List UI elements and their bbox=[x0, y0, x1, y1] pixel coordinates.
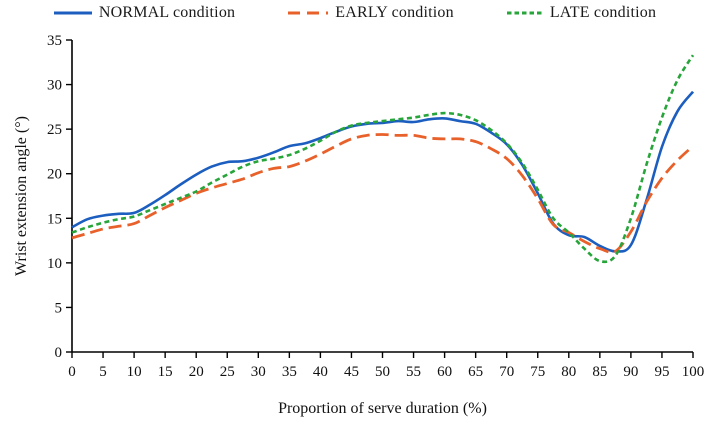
legend-item-early: EARLY condition bbox=[287, 4, 454, 22]
early-line-sample-icon bbox=[288, 11, 329, 15]
y-tick-label: 35 bbox=[47, 33, 62, 49]
legend-label-late: LATE condition bbox=[549, 4, 657, 21]
x-tick-label: 95 bbox=[654, 364, 669, 380]
x-tick-label: 90 bbox=[623, 364, 638, 380]
x-tick-label: 60 bbox=[437, 364, 452, 380]
normal-line-sample-icon bbox=[53, 11, 92, 15]
legend-item-normal: NORMAL condition bbox=[53, 4, 235, 22]
series-line-normal bbox=[71, 90, 695, 253]
x-tick-label: 20 bbox=[189, 364, 204, 380]
y-tick-label: 20 bbox=[47, 167, 62, 183]
x-tick-label: 50 bbox=[375, 364, 390, 380]
x-tick-label: 75 bbox=[530, 364, 545, 380]
x-tick-label: 55 bbox=[406, 364, 421, 380]
series-line-early bbox=[71, 133, 694, 254]
y-tick-label: 10 bbox=[47, 256, 62, 272]
y-tick-label: 0 bbox=[55, 345, 63, 361]
x-tick-label: 15 bbox=[158, 364, 173, 380]
x-tick-label: 40 bbox=[313, 364, 328, 380]
x-tick-label: 35 bbox=[282, 364, 297, 380]
y-tick-label: 15 bbox=[47, 211, 62, 227]
x-tick-label: 100 bbox=[682, 364, 705, 380]
x-tick-label: 25 bbox=[220, 364, 235, 380]
y-axis-title: Wrist extension angle (°) bbox=[13, 116, 30, 276]
x-tick-label: 30 bbox=[251, 364, 266, 380]
y-tick-label: 25 bbox=[47, 122, 62, 138]
x-tick-label: 0 bbox=[68, 364, 76, 380]
y-tick-label: 30 bbox=[47, 78, 62, 94]
x-tick-label: 85 bbox=[592, 364, 607, 380]
x-axis-title: Proportion of serve duration (%) bbox=[278, 400, 487, 417]
x-tick-label: 65 bbox=[468, 364, 483, 380]
series-line-late bbox=[71, 54, 695, 264]
late-line-sample-icon bbox=[506, 11, 543, 15]
legend-item-late: LATE condition bbox=[506, 4, 656, 22]
y-tick-label: 5 bbox=[55, 300, 63, 316]
legend-label-early: EARLY condition bbox=[335, 4, 454, 21]
x-tick-label: 80 bbox=[561, 364, 576, 380]
chart-legend: NORMAL condition EARLY condition LATE co… bbox=[0, 4, 709, 22]
legend-label-normal: NORMAL condition bbox=[98, 4, 236, 21]
x-tick-label: 45 bbox=[344, 364, 359, 380]
x-tick-label: 10 bbox=[127, 364, 142, 380]
x-tick-label: 70 bbox=[499, 364, 514, 380]
x-tick-label: 5 bbox=[99, 364, 107, 380]
